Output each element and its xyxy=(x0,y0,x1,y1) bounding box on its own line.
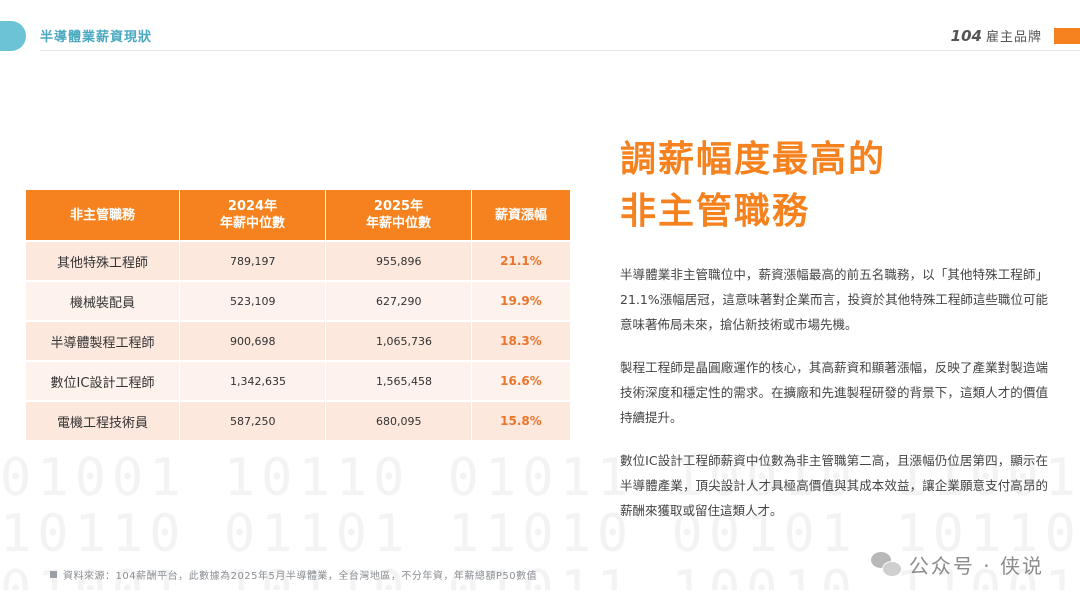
table-row: 數位IC設計工程師 1,342,635 1,565,458 16.6% xyxy=(26,362,570,400)
headline-line-2: 非主管職務 xyxy=(620,191,811,232)
paragraph: 數位IC設計工程師薪資中位數為非主管職第二高，且漲幅仍位居第四，顯示在半導體產業… xyxy=(620,453,1048,518)
table-row: 半導體製程工程師 900,698 1,065,736 18.3% xyxy=(26,322,570,360)
cell-2024: 587,250 xyxy=(180,402,326,440)
salary-table: 非主管職務 2024年 年薪中位數 2025年 年薪中位數 薪資漲幅 其他特殊工… xyxy=(26,188,570,442)
footer-source: 資料來源：104薪酬平台，此數據為2025年5月半導體業，全台灣地區，不分年資，… xyxy=(50,567,537,582)
brand-name: 雇主品牌 xyxy=(985,30,1042,45)
table-row: 其他特殊工程師 789,197 955,896 21.1% xyxy=(26,242,570,280)
header-2024-year: 2024年 xyxy=(227,199,278,214)
cell-role: 半導體製程工程師 xyxy=(26,322,180,360)
cell-role: 數位IC設計工程師 xyxy=(26,362,180,400)
paragraph: 製程工程師是晶圓廠運作的核心，其高薪資和顯著漲幅，反映了產業對製造端技術深度和穩… xyxy=(620,360,1048,425)
cell-2024: 789,197 xyxy=(180,242,326,280)
cell-rise: 18.3% xyxy=(472,322,570,360)
watermark: 公众号 · 侠说 xyxy=(870,550,1044,579)
wechat-icon xyxy=(870,551,902,578)
table-row: 機械裝配員 523,109 627,290 19.9% xyxy=(26,282,570,320)
cell-rise: 19.9% xyxy=(472,282,570,320)
cell-2025: 955,896 xyxy=(326,242,472,280)
cell-2025: 680,095 xyxy=(326,402,472,440)
cell-rise: 21.1% xyxy=(472,242,570,280)
header-2024-label: 年薪中位數 xyxy=(219,216,285,231)
square-bullet-icon xyxy=(50,571,57,578)
cell-rise: 16.6% xyxy=(472,362,570,400)
header-tab-shape xyxy=(0,21,26,51)
cell-rise: 15.8% xyxy=(472,402,570,440)
cell-role: 機械裝配員 xyxy=(26,282,180,320)
headline-line-1: 調薪幅度最高的 xyxy=(620,139,887,180)
cell-2025: 627,290 xyxy=(326,282,472,320)
cell-2025: 1,565,458 xyxy=(326,362,472,400)
header-2025-label: 年薪中位數 xyxy=(365,216,431,231)
header-2024: 2024年 年薪中位數 xyxy=(180,190,326,240)
header-rise: 薪資漲幅 xyxy=(472,190,570,240)
header-2025-year: 2025年 xyxy=(373,199,424,214)
header-role-label: 非主管職務 xyxy=(69,207,135,223)
cell-2024: 1,342,635 xyxy=(180,362,326,400)
header-rise-label: 薪資漲幅 xyxy=(494,207,547,223)
body-text: 半導體業非主管職位中，薪資漲幅最高的前五名職務，以「其他特殊工程師」21.1%漲… xyxy=(620,262,1048,541)
brand-logo: 104 雇主品牌 xyxy=(950,26,1042,46)
background-pattern: 01001 10110 01011 10010 11001 01101 0011… xyxy=(0,450,1080,590)
paragraph: 半導體業非主管職位中，薪資漲幅最高的前五名職務，以「其他特殊工程師」21.1%漲… xyxy=(620,267,1048,332)
header-divider xyxy=(40,50,1080,51)
cell-2025: 1,065,736 xyxy=(326,322,472,360)
brand-accent-bar xyxy=(1054,28,1080,44)
header-role: 非主管職務 xyxy=(26,190,180,240)
cell-2024: 523,109 xyxy=(180,282,326,320)
table-header-row: 非主管職務 2024年 年薪中位數 2025年 年薪中位數 薪資漲幅 xyxy=(26,190,570,240)
cell-role: 電機工程技術員 xyxy=(26,402,180,440)
header-2025: 2025年 年薪中位數 xyxy=(326,190,472,240)
section-title: 半導體業薪資現狀 xyxy=(40,30,153,45)
cell-2024: 900,698 xyxy=(180,322,326,360)
brand-number: 104 xyxy=(950,26,982,45)
headline: 調薪幅度最高的 非主管職務 xyxy=(620,134,886,238)
source-note: 資料來源：104薪酬平台，此數據為2025年5月半導體業，全台灣地區，不分年資，… xyxy=(63,571,538,582)
table-row: 電機工程技術員 587,250 680,095 15.8% xyxy=(26,402,570,440)
cell-role: 其他特殊工程師 xyxy=(26,242,180,280)
watermark-text: 公众号 · 侠说 xyxy=(908,554,1044,578)
